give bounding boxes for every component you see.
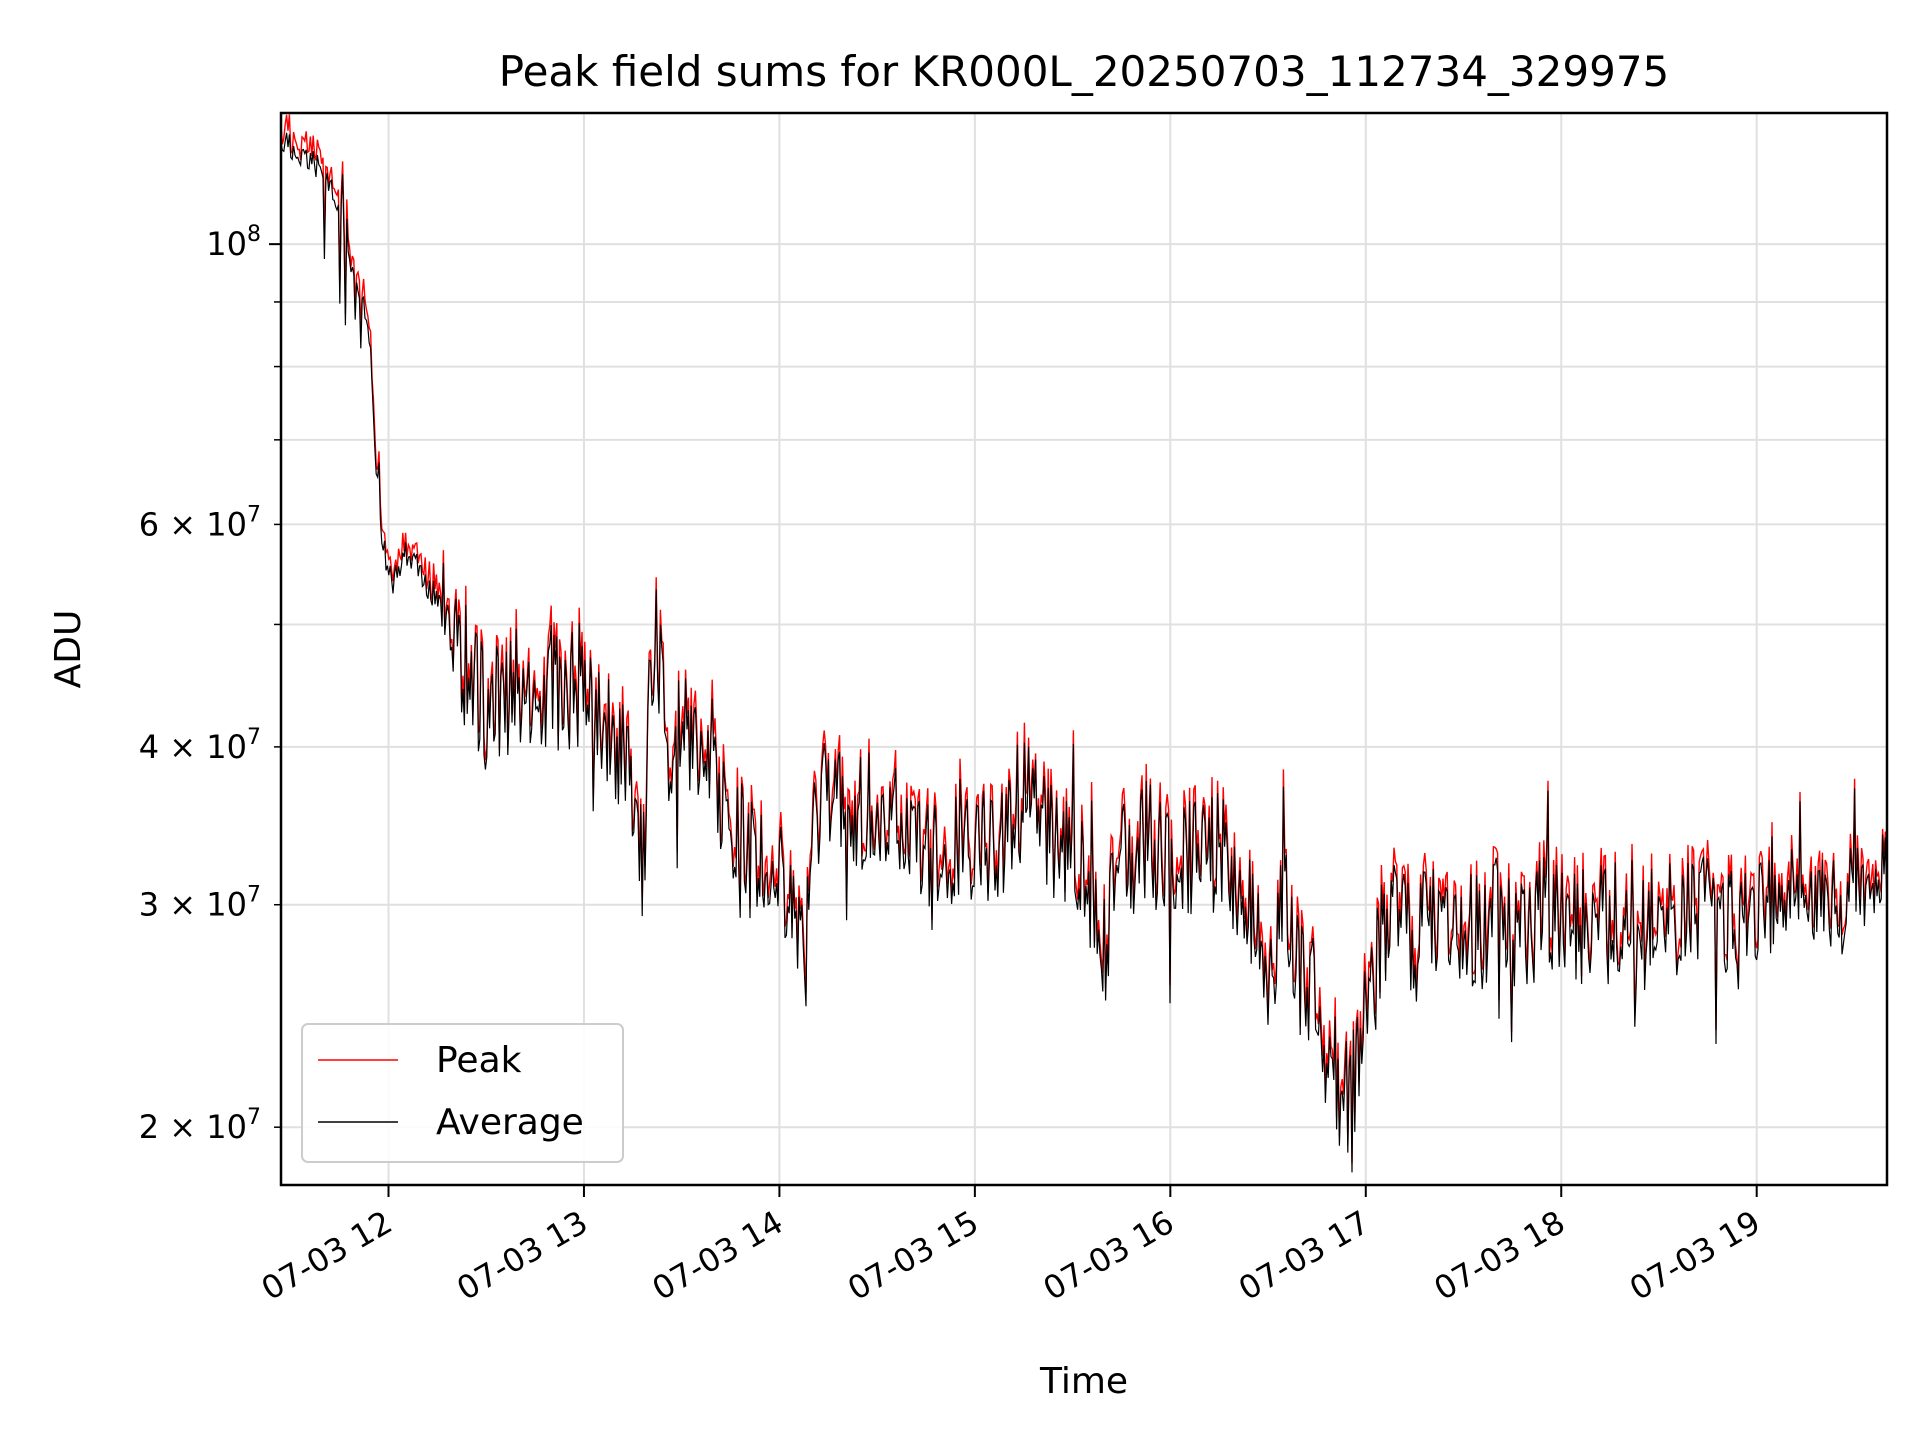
y-axis: 108 2 × 107 3 × 107 4 × 107 6 × 107 [139, 222, 281, 1146]
series-line-average [280, 132, 1888, 1173]
x-axis-label: Time [1039, 1361, 1128, 1402]
legend-box [301, 1023, 624, 1163]
y-axis-label: ADU [48, 610, 89, 689]
y-tick-label: 2 × 107 [139, 1105, 261, 1146]
legend-label-average: Average [436, 1102, 584, 1143]
y-tick-label: 6 × 107 [139, 502, 261, 543]
y-tick-label: 108 [206, 222, 261, 263]
y-tick-label: 3 × 107 [139, 883, 261, 924]
y-tick-label: 4 × 107 [139, 725, 261, 766]
plot-frame [279, 111, 1889, 1187]
chart-title: Peak field sums for KR000L_20250703_1127… [499, 47, 1670, 96]
legend-label-peak: Peak [436, 1040, 522, 1081]
plot-area [280, 114, 1888, 1173]
legend: Peak Average [301, 1023, 624, 1163]
